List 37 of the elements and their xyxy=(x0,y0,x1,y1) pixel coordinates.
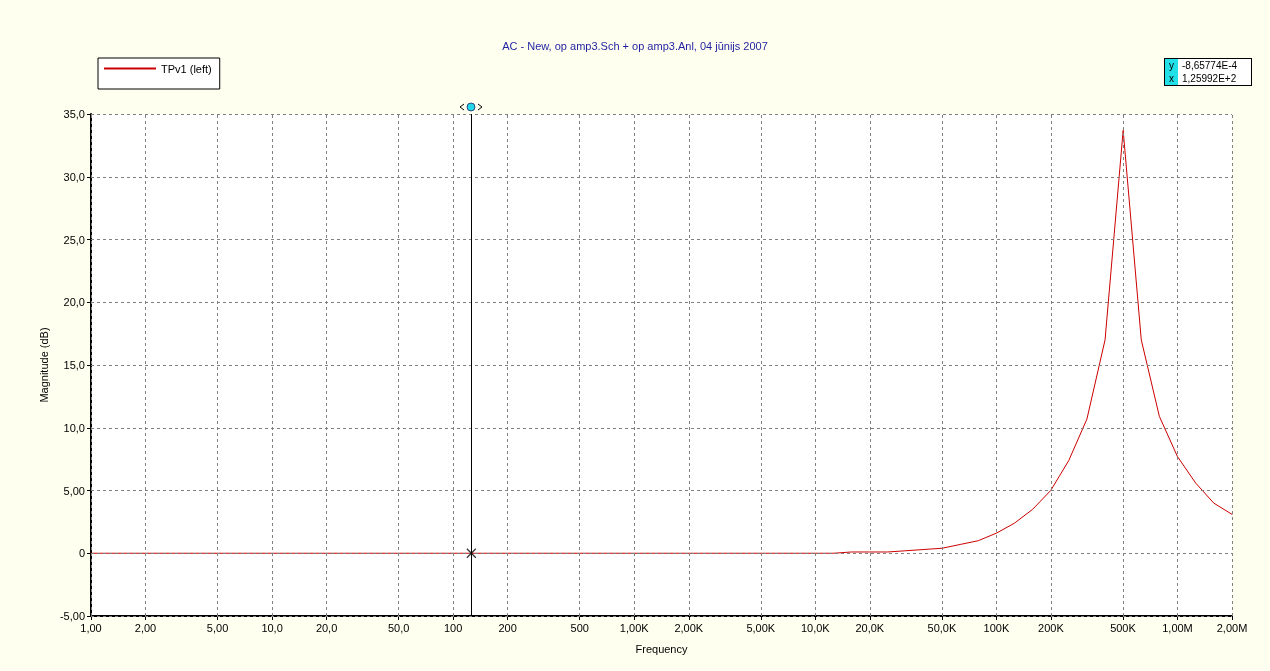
x-tick-label: 20,0K xyxy=(855,621,885,634)
x-tick-label: 50,0K xyxy=(927,621,957,634)
y-tick-label: 35,0 xyxy=(63,108,85,120)
y-tick-label: 25,0 xyxy=(63,233,85,246)
y-tick-label: 5,00 xyxy=(63,484,85,497)
x-tick-label: 20,0 xyxy=(315,621,338,634)
text: y xyxy=(1164,58,1178,72)
text: -8,65774E-4 xyxy=(1181,59,1239,72)
y-tick-label: 10,0 xyxy=(63,421,85,434)
x-tick-label: 500K xyxy=(1110,621,1137,634)
text: 1,25992E+2 xyxy=(1181,72,1238,86)
y-tick-label: -5,00 xyxy=(59,610,85,622)
x-tick-label: 2,00K xyxy=(674,621,704,634)
x-tick-label: 1,00K xyxy=(619,621,650,634)
y-axis-title: Magnitude (dB) xyxy=(37,327,50,403)
y-tick-label: 20,0 xyxy=(63,296,85,309)
y-tick-label: 15,0 xyxy=(63,359,85,371)
x-tick-label: 2,00 xyxy=(134,621,157,634)
x-axis-title: Frequency xyxy=(635,642,688,655)
x-tick-label: 5,00 xyxy=(206,621,229,634)
x-tick-label: 100K xyxy=(983,621,1010,634)
x-tick-label: 500 xyxy=(570,621,589,634)
x-tick-label: 10,0K xyxy=(800,621,831,634)
x-tick-label: 1,00 xyxy=(80,621,102,634)
x-tick-label: 100 xyxy=(443,621,463,634)
x-tick-label: 10,0 xyxy=(261,621,283,634)
legend-label: TPv1 (left) xyxy=(161,62,212,75)
y-tick-label: 0 xyxy=(78,547,85,560)
x-tick-label: 1,00M xyxy=(1162,621,1193,634)
x-tick-label: 200 xyxy=(498,621,517,634)
text: x xyxy=(1164,72,1178,86)
chart-title: AC - New, op amp3.Sch + op amp3.Anl, 04 jūnijs 2007 xyxy=(502,39,768,52)
x-tick-label: 50,0 xyxy=(387,621,410,634)
x-tick-label: 5,00K xyxy=(746,621,776,634)
y-tick-label: 30,0 xyxy=(63,170,85,183)
x-tick-label: 2,00M xyxy=(1216,621,1248,634)
x-tick-label: 200K xyxy=(1038,621,1065,634)
